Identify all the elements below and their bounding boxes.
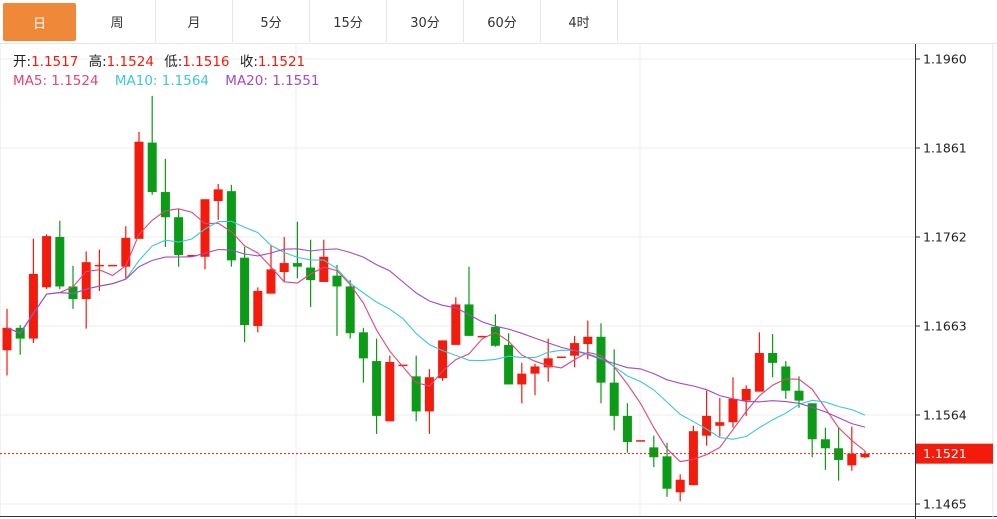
candle-body [332,275,342,287]
candle-body [226,191,236,261]
candle-body [94,264,104,267]
candle-body [240,257,250,326]
candle-body [490,326,500,346]
candle-body [636,440,646,442]
candle-body [187,254,197,257]
candle-body [517,373,527,385]
candle-body [794,390,804,401]
y-tick-label: 1.1465 [923,497,967,512]
candle-body [504,344,514,385]
ma-legend: MA5: 1.1524 MA10: 1.1564 MA20: 1.1551 [13,72,325,91]
close-label: 收: [239,54,258,70]
candle-body [147,142,157,193]
candle-body [622,415,632,442]
candle-body [81,262,91,300]
candle-body [847,453,857,466]
candle-body [2,327,12,351]
candle-body [398,364,408,367]
ma10-line [6,220,866,440]
candle-body [609,382,619,416]
tab-0[interactable]: 日 [3,3,76,41]
candle-body [213,189,223,202]
candle-body [702,415,712,436]
candle-body [55,237,65,287]
ma5-line [6,208,866,463]
candle-body [28,273,38,339]
candle-body [741,388,751,401]
low-label: 低: [164,54,183,70]
candle-body [411,376,421,412]
candle-body [570,343,580,356]
ma5-value: MA5: 1.1524 [13,73,99,89]
candle-body [200,199,210,257]
candle-body [319,256,329,282]
candle-body [174,217,184,255]
candle-body [807,403,817,440]
candle-body [754,352,764,392]
y-tick-label: 1.1960 [923,52,967,67]
candle-body [266,269,276,294]
candle-body [292,263,302,267]
candle-body [424,377,434,412]
candle-body [134,141,144,239]
ma20-line [6,248,866,428]
close-value: 1.1521 [257,54,306,70]
ma10-value: MA10: 1.1564 [114,73,209,89]
tab-5[interactable]: 30分 [387,0,464,42]
candle-body [820,439,830,449]
candle-body [451,304,461,345]
candle-body [279,263,289,273]
candle-body [372,361,382,416]
candle-body [108,264,118,267]
candle-body [253,290,263,326]
y-tick-label: 1.1564 [923,408,967,423]
candle-body [68,286,78,300]
low-value: 1.1516 [182,54,230,70]
high-label: 高: [88,54,107,70]
y-tick-label: 1.1762 [923,230,967,245]
candle-body [121,237,131,267]
y-tick-label: 1.1861 [923,141,967,156]
candle-body [464,304,474,336]
candle-body [556,356,566,359]
ma20-value: MA20: 1.1551 [225,73,320,89]
ohlc-legend: 开:1.1517 高:1.1524 低:1.1516 收:1.1521 [13,53,325,72]
candle-body [543,358,553,368]
open-label: 开: [13,54,32,70]
candle-body [477,335,487,338]
candle-body [385,361,395,422]
chart-legend: 开:1.1517 高:1.1524 低:1.1516 收:1.1521 MA5:… [13,53,325,91]
candle-body [768,352,778,363]
candle-body [530,366,540,374]
candle-body [649,447,659,458]
y-tick-label: 1.1663 [923,319,967,334]
tab-2[interactable]: 月 [156,0,233,42]
candle-body [715,422,725,426]
tab-3[interactable]: 5分 [233,0,310,42]
candle-body [860,453,870,458]
period-tabs: 日周月 5分 15分 30分 60分 4时 [0,0,997,44]
tab-1[interactable]: 周 [79,0,156,42]
candle-body [834,448,844,460]
candle-body [160,192,170,218]
candle-body [583,336,593,344]
candle-body [358,332,368,359]
last-price-label: 1.1521 [923,446,967,461]
candle-body [675,479,685,493]
tab-7[interactable]: 4时 [541,0,618,42]
high-value: 1.1524 [106,54,154,70]
tab-6[interactable]: 60分 [464,0,541,42]
tab-4[interactable]: 15分 [310,0,387,42]
candle-body [345,286,355,334]
candle-body [42,236,52,288]
open-value: 1.1517 [31,54,79,70]
last-price-badge [916,443,993,464]
candle-body [728,398,738,423]
candle-body [688,431,698,486]
candle-body [662,456,672,489]
candle-body [438,340,448,379]
